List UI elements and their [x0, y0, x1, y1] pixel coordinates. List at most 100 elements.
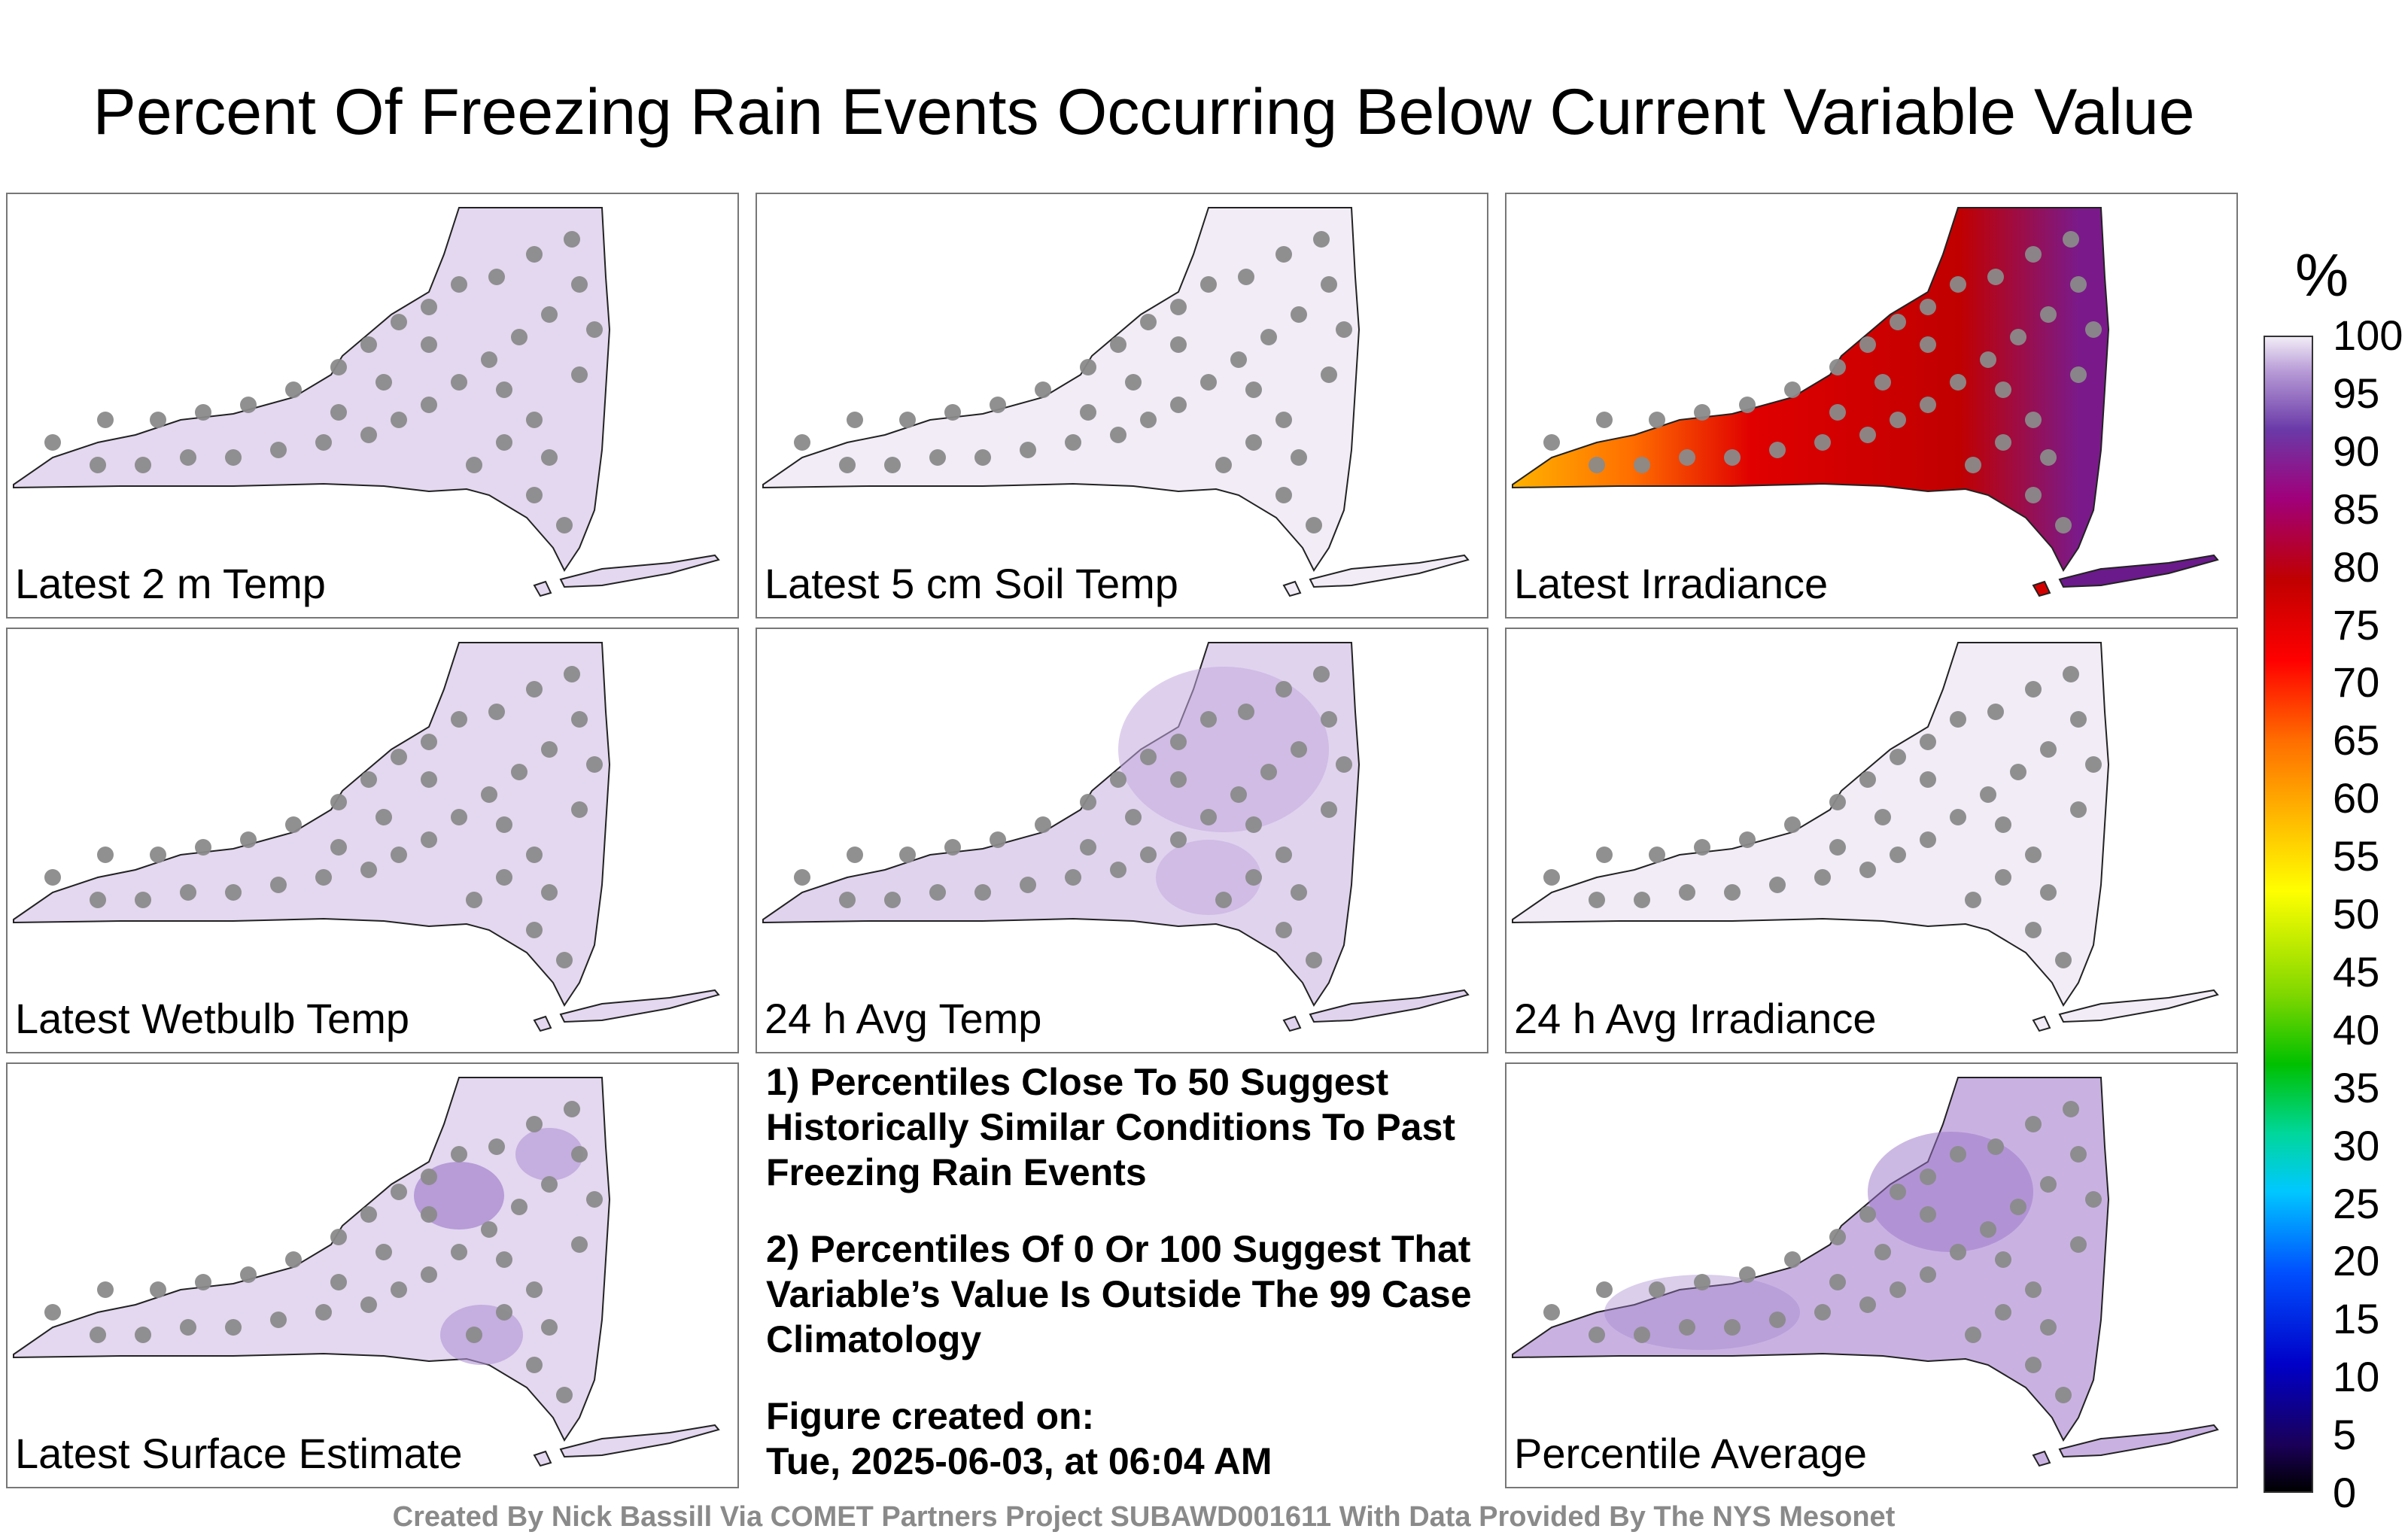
- station-marker: [1995, 381, 2011, 398]
- station-marker: [451, 711, 467, 728]
- station-marker: [1291, 449, 1307, 466]
- panel-label: 24 h Avg Irradiance: [1514, 995, 1877, 1042]
- station-marker: [1140, 847, 1157, 863]
- station-marker: [1313, 666, 1330, 682]
- created-time: Tue, 2025-06-03, at 06:04 AM: [766, 1440, 1272, 1482]
- station-marker: [225, 449, 242, 466]
- panel-latest-irradiance: Latest Irradiance: [1505, 193, 2238, 619]
- station-marker: [1110, 336, 1126, 353]
- station-marker: [1321, 711, 1337, 728]
- station-marker: [929, 449, 946, 466]
- station-marker: [1829, 839, 1846, 856]
- station-marker: [1170, 734, 1187, 750]
- station-marker: [1890, 749, 1906, 765]
- station-marker: [1275, 412, 1292, 428]
- colorbar-tick-label: 20: [2333, 1237, 2380, 1285]
- colorbar-tick-label: 95: [2333, 369, 2380, 417]
- station-marker: [1920, 336, 1936, 353]
- station-marker: [1020, 877, 1036, 893]
- station-marker: [2055, 517, 2072, 533]
- station-marker: [2085, 1191, 2102, 1208]
- station-marker: [1140, 314, 1157, 330]
- station-marker: [315, 1304, 332, 1321]
- station-marker: [225, 884, 242, 901]
- station-marker: [1995, 869, 2011, 886]
- station-marker: [1965, 892, 1981, 908]
- station-marker: [1260, 329, 1277, 345]
- station-marker: [526, 246, 543, 263]
- station-marker: [1215, 892, 1232, 908]
- station-marker: [541, 741, 558, 758]
- figure-title: Percent Of Freezing Rain Events Occurrin…: [93, 76, 2195, 148]
- station-marker: [97, 1281, 114, 1298]
- station-marker: [1814, 1304, 1831, 1321]
- station-marker: [1724, 884, 1741, 901]
- panel-label: Latest Surface Estimate: [15, 1430, 463, 1477]
- station-marker: [1859, 771, 1876, 788]
- station-marker: [526, 1116, 543, 1132]
- station-marker: [2040, 741, 2057, 758]
- station-marker: [421, 1206, 437, 1223]
- station-marker: [1980, 786, 1996, 803]
- station-marker: [150, 1281, 166, 1298]
- station-marker: [2025, 922, 2042, 938]
- station-marker: [1859, 336, 1876, 353]
- station-marker: [2070, 1236, 2087, 1253]
- ny-map: [13, 1077, 720, 1467]
- station-marker: [1200, 374, 1217, 391]
- station-marker: [2025, 1281, 2042, 1298]
- station-marker: [1020, 442, 1036, 458]
- station-marker: [488, 704, 505, 720]
- station-marker: [421, 771, 437, 788]
- station-marker: [330, 1274, 347, 1290]
- station-marker: [1679, 884, 1695, 901]
- station-marker: [526, 1281, 543, 1298]
- station-marker: [360, 427, 377, 443]
- station-marker: [1589, 457, 1605, 473]
- station-marker: [195, 404, 211, 421]
- station-marker: [1080, 839, 1096, 856]
- station-marker: [225, 1319, 242, 1336]
- station-marker: [526, 847, 543, 863]
- colorbar-unit: %: [2295, 242, 2349, 309]
- notes-block: 1) Percentiles Close To 50 Suggest Histo…: [766, 1059, 1473, 1484]
- station-marker: [1275, 487, 1292, 503]
- station-marker: [285, 816, 302, 833]
- station-marker: [1080, 794, 1096, 810]
- station-marker: [929, 884, 946, 901]
- panel-24h-avg-temp: 24 h Avg Temp: [756, 628, 1488, 1053]
- colorbar-tick-label: 75: [2333, 600, 2380, 649]
- station-marker: [1859, 427, 1876, 443]
- station-marker: [990, 831, 1006, 848]
- station-marker: [1739, 1266, 1756, 1283]
- colorbar-tick-label: 0: [2333, 1469, 2357, 1516]
- station-marker: [1987, 704, 2004, 720]
- station-marker: [1200, 809, 1217, 825]
- station-marker: [240, 1266, 257, 1283]
- station-marker: [1950, 711, 1966, 728]
- station-marker: [360, 862, 377, 878]
- station-marker: [1859, 1296, 1876, 1313]
- station-marker: [285, 1251, 302, 1268]
- station-marker: [466, 892, 482, 908]
- station-marker: [944, 839, 961, 856]
- panel-latest-5cm-soil-temp: Latest 5 cm Soil Temp: [756, 193, 1488, 619]
- station-marker: [481, 1221, 497, 1238]
- station-marker: [1950, 1146, 1966, 1163]
- station-marker: [240, 397, 257, 413]
- station-marker: [1649, 847, 1665, 863]
- station-marker: [1987, 1138, 2004, 1155]
- station-marker: [90, 1327, 106, 1343]
- station-marker: [564, 231, 580, 248]
- panel-label: Latest Irradiance: [1514, 560, 1829, 607]
- station-marker: [1679, 1319, 1695, 1336]
- station-marker: [1995, 434, 2011, 451]
- note-2: 2) Percentiles Of 0 Or 100 Suggest That …: [766, 1228, 1472, 1360]
- station-marker: [1306, 517, 1322, 533]
- colorbar-tick-label: 100: [2333, 312, 2403, 359]
- station-marker: [421, 734, 437, 750]
- station-marker: [180, 884, 196, 901]
- station-marker: [1321, 801, 1337, 818]
- station-marker: [1245, 381, 1262, 398]
- station-marker: [541, 306, 558, 323]
